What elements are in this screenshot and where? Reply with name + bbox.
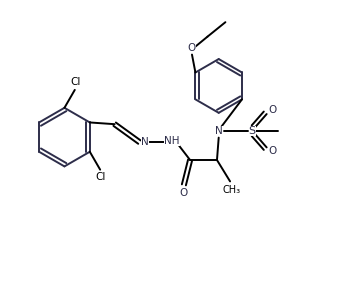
Text: N: N bbox=[142, 137, 149, 147]
Text: Cl: Cl bbox=[70, 77, 81, 87]
Text: O: O bbox=[188, 43, 196, 53]
Text: O: O bbox=[269, 105, 277, 115]
Text: Cl: Cl bbox=[95, 172, 106, 182]
Text: N: N bbox=[215, 126, 222, 137]
Text: O: O bbox=[180, 188, 188, 198]
Text: O: O bbox=[269, 146, 277, 156]
Text: NH: NH bbox=[164, 137, 180, 146]
Text: CH₃: CH₃ bbox=[223, 185, 241, 195]
Text: S: S bbox=[248, 126, 256, 136]
